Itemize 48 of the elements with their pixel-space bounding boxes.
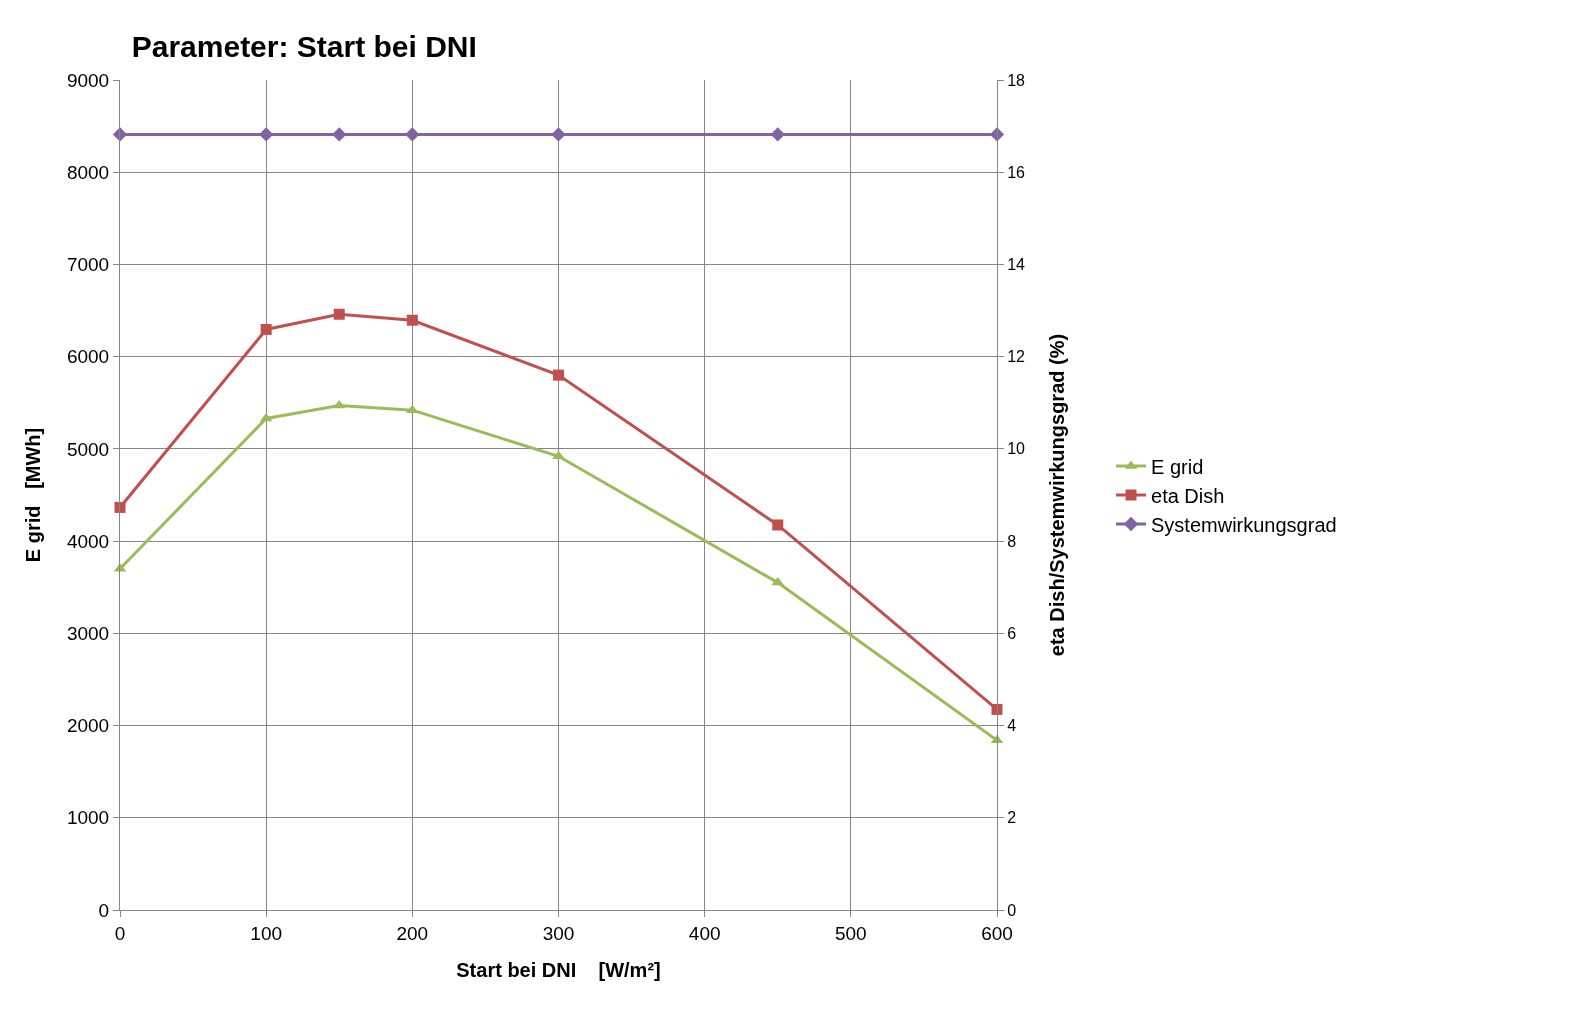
y2-tick-label: 12 [1007, 348, 1026, 366]
x-tick-label: 300 [542, 922, 575, 944]
x-axis-title: Start bei DNI [W/m²] [456, 959, 661, 982]
y-axis-title: E grid [MWh] [22, 427, 45, 563]
x-tick-label: 400 [688, 922, 721, 944]
y2-tick-label: 14 [1007, 256, 1026, 274]
y2-tick-label: 16 [1007, 163, 1026, 181]
point [553, 369, 564, 381]
y-tick-label: 4000 [66, 530, 110, 552]
y2-axis-title: eta Dish/Systemwirkungsgrad (%) [1045, 333, 1068, 657]
point [551, 127, 566, 142]
point [114, 501, 126, 513]
y2-tick-label: 10 [1007, 440, 1026, 458]
legend-label: eta Dish [1151, 484, 1225, 507]
y2-tick-label: 8 [1007, 532, 1017, 550]
y-tick-label: 5000 [66, 438, 110, 460]
point [406, 314, 418, 326]
y-tick-label: 1000 [66, 807, 110, 829]
chart-title: Parameter: Start bei DNI [131, 29, 477, 63]
y2-tick-label: 4 [1007, 717, 1017, 735]
point [552, 450, 565, 460]
y2-tick-label: 0 [1007, 901, 1017, 919]
x-tick-label: 500 [834, 922, 867, 944]
point [260, 323, 272, 335]
point [333, 308, 345, 320]
y-tick-label: 0 [98, 899, 110, 921]
y2-tick-label: 6 [1007, 624, 1017, 642]
y-tick-label: 9000 [66, 69, 110, 91]
legend-label: Systemwirkungsgrad [1151, 513, 1337, 536]
x-tick-label: 600 [981, 922, 1013, 944]
legend-label: E grid [1151, 455, 1204, 478]
y-tick-label: 7000 [66, 254, 110, 276]
point [772, 519, 784, 531]
y-tick-label: 3000 [66, 622, 110, 644]
point [332, 127, 347, 142]
x-tick-label: 0 [114, 922, 126, 944]
point [991, 703, 1003, 715]
point [770, 127, 785, 142]
x-tick-label: 100 [250, 922, 283, 944]
y2-tick-label: 2 [1007, 809, 1017, 827]
y-tick-label: 6000 [66, 346, 110, 368]
y2-tick-label: 18 [1007, 71, 1026, 89]
point [259, 412, 273, 422]
x-tick-label: 200 [396, 922, 429, 944]
point [405, 127, 420, 142]
y-tick-label: 8000 [66, 161, 110, 183]
point [259, 127, 274, 142]
y-tick-label: 2000 [66, 715, 110, 737]
